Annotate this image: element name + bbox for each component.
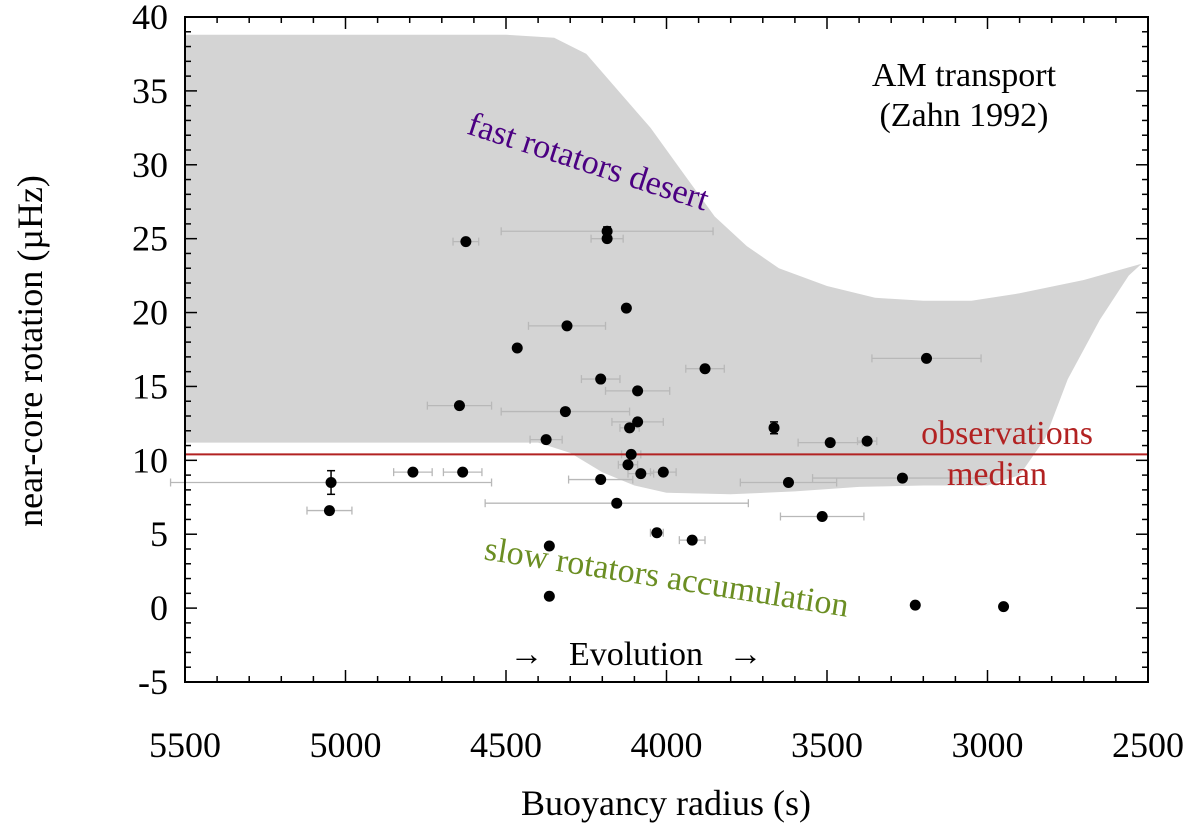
data-point [861, 435, 873, 447]
x-tick-label: 4000 [631, 725, 703, 765]
data-points [323, 225, 1010, 613]
data-point [768, 422, 780, 434]
data-point [921, 352, 933, 364]
data-point [686, 534, 698, 546]
axis-ticks [184, 16, 1149, 683]
data-point [453, 400, 465, 412]
data-point [559, 406, 571, 418]
data-point [651, 527, 663, 539]
x-tick-label: 3000 [952, 725, 1024, 765]
data-point [620, 302, 632, 314]
x-axis-title: Buoyancy radius (s) [521, 783, 811, 823]
y-tick-label: 15 [132, 366, 168, 406]
y-tick-labels: -5 0 5 10 15 20 25 30 35 40 [132, 0, 168, 702]
y-tick-label: 25 [132, 219, 168, 259]
x-tick-label: 5000 [310, 725, 382, 765]
x-tick-label: 5500 [149, 725, 221, 765]
y-axis-title: near-core rotation (µHz) [10, 175, 50, 527]
data-point [632, 385, 644, 397]
data-point [543, 540, 555, 552]
data-point [601, 233, 613, 245]
data-point [699, 363, 711, 375]
y-tick-label: 20 [132, 293, 168, 333]
data-point [543, 590, 555, 602]
data-point [998, 601, 1010, 613]
median-label-line2: median [947, 456, 1047, 493]
x-tick-label: 3500 [791, 725, 863, 765]
data-point [824, 437, 836, 449]
data-point [561, 320, 573, 332]
model-label-line2: (Zahn 1992) [879, 97, 1048, 134]
y-tick-label: 35 [132, 71, 168, 111]
data-point [460, 236, 472, 248]
evolution-label: → Evolution → [509, 636, 762, 673]
median-label-line1: observations [921, 415, 1093, 452]
x-tick-label: 4500 [470, 725, 542, 765]
y-tick-label: 30 [132, 145, 168, 185]
data-point [657, 466, 669, 478]
data-point [407, 466, 419, 478]
data-point [622, 459, 634, 471]
data-point [909, 599, 921, 611]
data-point [625, 448, 637, 460]
data-point [816, 510, 828, 522]
data-point [540, 434, 552, 446]
data-point [325, 477, 337, 488]
data-point [611, 497, 623, 509]
data-point [595, 474, 607, 486]
data-point [782, 477, 794, 488]
data-point [635, 468, 647, 480]
y-tick-label: 5 [150, 514, 168, 554]
data-point [632, 416, 644, 428]
data-point [511, 342, 523, 354]
x-tick-labels: 5500 5000 4500 4000 3500 3000 2500 [149, 725, 1184, 765]
data-point [624, 422, 636, 434]
y-tick-label: 40 [132, 0, 168, 37]
model-label-line1: AM transport [872, 57, 1057, 94]
data-point [457, 466, 469, 478]
y-tick-label: 0 [150, 588, 168, 628]
y-tick-label: 10 [132, 440, 168, 480]
data-point [896, 472, 908, 484]
data-point [323, 505, 335, 517]
data-point [595, 373, 607, 385]
y-tick-label: -5 [138, 662, 168, 702]
fast-rotators-desert-region [185, 34, 1142, 495]
x-tick-label: 2500 [1112, 725, 1184, 765]
